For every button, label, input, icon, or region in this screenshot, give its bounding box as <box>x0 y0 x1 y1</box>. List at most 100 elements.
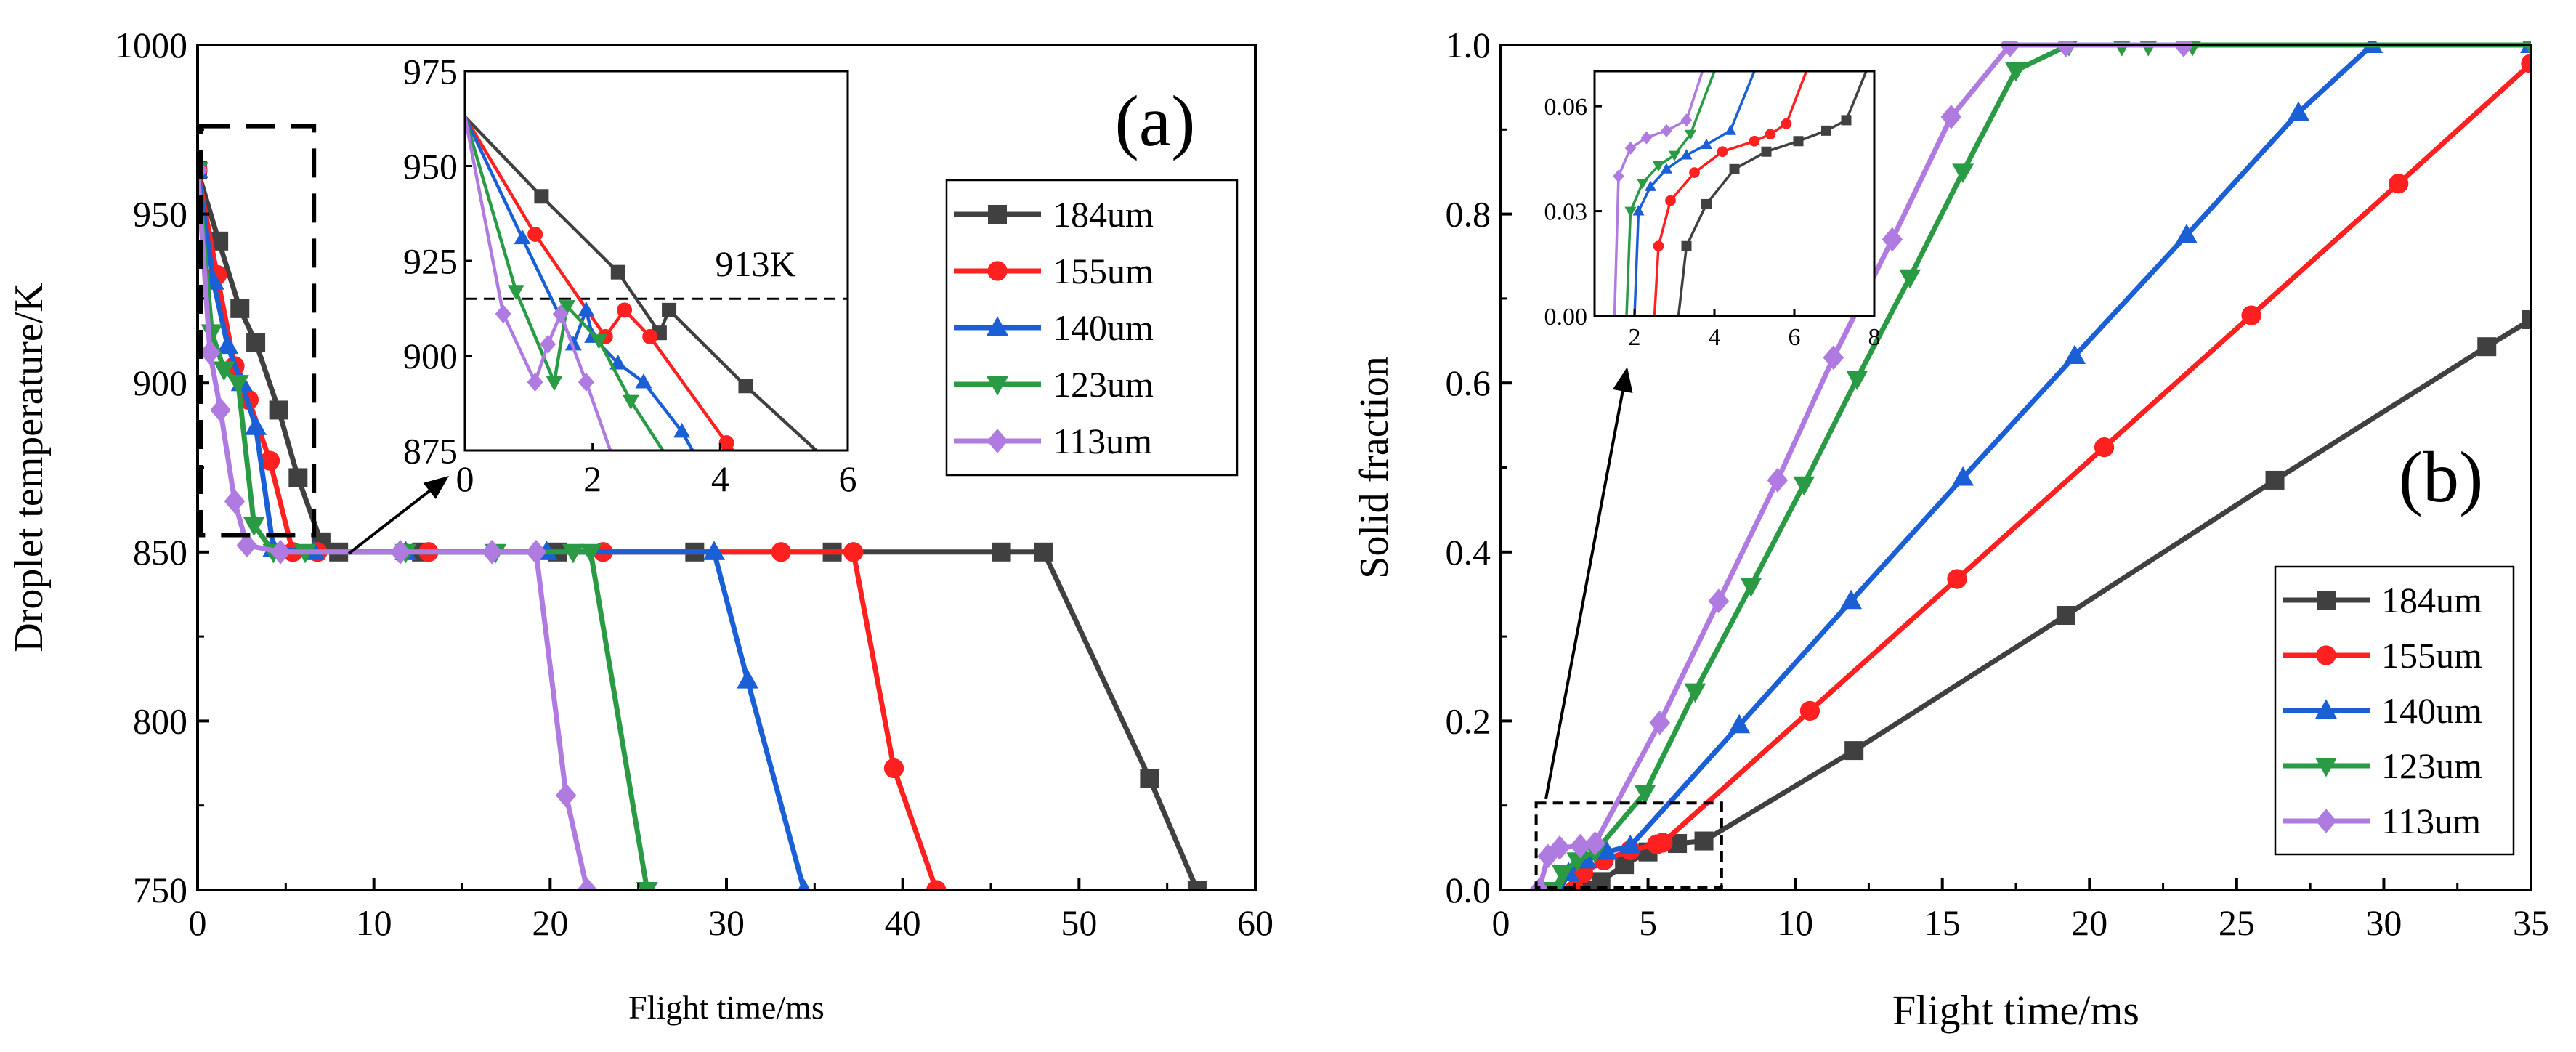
data-point-123um <box>2005 62 2027 82</box>
inset-data-point-155um <box>1781 118 1792 129</box>
data-point-184um <box>2522 309 2531 329</box>
inset-data-point-184um <box>610 264 625 280</box>
data-point-123um <box>1566 852 1589 872</box>
zoom-arrow-head <box>423 476 449 499</box>
zoom-region-box <box>198 124 317 538</box>
data-point-184um <box>246 333 266 352</box>
inset-data-point-155um <box>1653 240 1664 252</box>
x-tick-label: 30 <box>2365 902 2402 943</box>
inset-data-point-113um <box>1613 169 1624 183</box>
data-point-123um <box>636 881 658 890</box>
inset-data-point-123um <box>546 376 563 392</box>
inset-data-point-155um <box>642 328 658 344</box>
x-tick-label: 5 <box>1639 902 1657 943</box>
inset-data-point-140um <box>578 301 595 317</box>
data-point-113um <box>1584 831 1605 856</box>
y-tick-label: 800 <box>133 700 187 741</box>
panel-label: (a) <box>1115 81 1196 161</box>
data-point-113um <box>224 489 246 514</box>
panel-label: (b) <box>2399 437 2484 517</box>
x-axis-label: Flight time/ms <box>1892 987 2139 1034</box>
inset-x-tick-label: 4 <box>1709 324 1721 351</box>
inset-data-point-140um <box>1644 180 1657 191</box>
zoom-region-box <box>1534 801 1723 889</box>
data-point-140um <box>1952 466 1974 486</box>
inset-background <box>465 71 848 450</box>
data-point-155um <box>2389 174 2409 194</box>
series-layer <box>1528 41 2531 890</box>
legend-label: 113um <box>1053 421 1152 461</box>
legend-marker-155um <box>987 261 1008 281</box>
x-tick-label: 20 <box>2071 902 2107 943</box>
legend-marker-140um <box>987 316 1008 336</box>
inset-data-point-140um <box>1632 205 1645 216</box>
inset-background <box>1595 71 1874 316</box>
y-tick-label: 0.4 <box>1446 532 1491 572</box>
inset-data-point-140um <box>1700 138 1713 150</box>
inset-x-tick-label: 6 <box>1789 324 1801 351</box>
x-tick-label: 0 <box>189 902 207 943</box>
data-point-113um <box>1537 843 1559 869</box>
x-tick-label: 10 <box>1777 902 1813 943</box>
data-point-184um <box>1844 741 1864 761</box>
inset-series-layer <box>1613 71 1868 316</box>
y-tick-label: 0.6 <box>1446 363 1491 403</box>
y-axis-label: Droplet temperature/K <box>7 283 52 652</box>
x-tick-label: 35 <box>2513 902 2549 943</box>
zoom-arrow-head <box>1612 367 1633 394</box>
data-point-140um <box>1619 834 1642 854</box>
inset-data-point-155um <box>617 302 633 318</box>
data-point-155um <box>1947 569 1967 589</box>
legend-label: 184um <box>2381 580 2482 620</box>
inset-data-point-184um <box>534 189 549 204</box>
inset-data-point-155um <box>1749 135 1760 147</box>
legend-label: 123um <box>2381 745 2482 786</box>
inset-y-tick-label: 925 <box>403 241 458 282</box>
inset-data-point-113um <box>495 304 511 324</box>
data-point-184um <box>269 400 288 420</box>
data-point-184um <box>2265 470 2285 490</box>
data-point-123um <box>227 375 249 394</box>
series-layer <box>198 158 1207 890</box>
data-point-113um <box>1570 833 1591 859</box>
zoom-arrow <box>1544 391 1624 800</box>
legend-label: 140um <box>1053 307 1154 348</box>
inset-y-tick-label: 975 <box>403 52 458 92</box>
data-point-140um <box>2064 344 2086 365</box>
inset-y-tick-label: 950 <box>403 146 458 187</box>
x-tick-label: 0 <box>1492 902 1510 943</box>
inset-data-point-123um <box>1636 179 1649 190</box>
data-point-123um <box>1952 163 1974 184</box>
data-point-113um <box>1549 835 1571 860</box>
inset-data-point-155um <box>1689 167 1700 178</box>
data-point-184um <box>2477 337 2497 357</box>
chart-panel-b: 0 5 10 15 20 25 30 35 0.0 0.2 0.4 0.6 0.8 1.0 Flight t… <box>1352 25 2549 1034</box>
legend-marker-184um <box>988 205 1007 224</box>
inset-data-point-123um <box>1684 129 1697 141</box>
inset-y-tick-label: 900 <box>403 336 458 376</box>
inset-data-point-123um <box>1668 150 1681 161</box>
inset: 2 4 6 8 0.00 0.03 0.06 <box>1544 70 1881 351</box>
x-tick-label: 60 <box>1237 902 1273 943</box>
legend-marker-123um <box>2315 757 2337 777</box>
data-point-140um <box>798 878 811 890</box>
inset-data-point-113um <box>1640 131 1653 145</box>
legend-label: 123um <box>1053 364 1154 405</box>
data-point-184um <box>230 299 250 318</box>
legend-label: 140um <box>2381 690 2482 731</box>
y-tick-label: 0.0 <box>1446 870 1491 910</box>
y-tick-label: 1000 <box>115 25 187 65</box>
inset-data-point-113um <box>1661 124 1672 137</box>
inset-data-point-113um <box>540 334 556 354</box>
legend-label: 155um <box>1053 251 1154 291</box>
inset-data-point-184um <box>738 379 753 394</box>
legend-marker-140um <box>2315 699 2337 719</box>
data-point-113um <box>1882 227 1903 252</box>
inset-data-point-140um <box>514 229 531 245</box>
data-point-155um <box>2241 305 2261 325</box>
data-point-113um <box>210 397 231 423</box>
data-point-113um <box>1823 345 1844 371</box>
x-tick-label: 30 <box>708 902 745 943</box>
inset-data-point-184um <box>662 302 677 317</box>
data-point-140um <box>2287 101 2309 121</box>
